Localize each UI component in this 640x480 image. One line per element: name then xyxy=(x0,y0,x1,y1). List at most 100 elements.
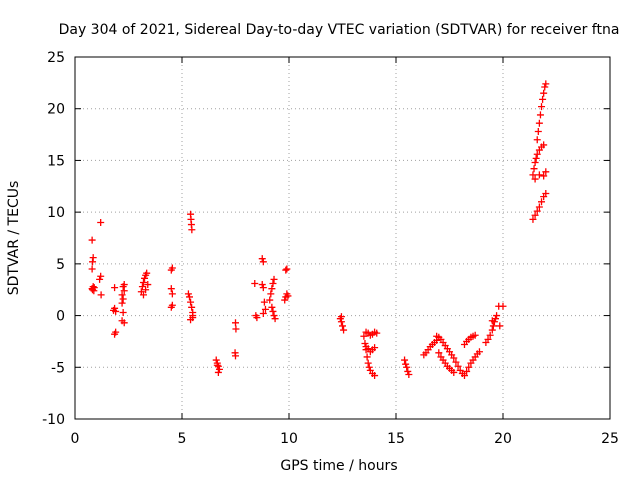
data-point xyxy=(142,286,150,294)
data-point xyxy=(139,278,147,286)
y-tick-label: 15 xyxy=(47,153,65,169)
data-point xyxy=(538,103,546,111)
data-point xyxy=(168,301,176,309)
data-point xyxy=(339,322,346,330)
y-tick-label: 25 xyxy=(47,50,65,66)
data-point xyxy=(270,275,278,283)
data-point xyxy=(531,211,539,219)
data-point xyxy=(402,360,410,368)
y-tick-label: 20 xyxy=(47,102,65,118)
data-point xyxy=(269,280,277,288)
data-point xyxy=(460,372,468,380)
data-point xyxy=(215,365,223,373)
x-tick-label: 5 xyxy=(178,431,187,447)
data-point xyxy=(540,89,548,97)
data-point xyxy=(538,198,546,206)
data-point xyxy=(499,302,507,310)
data-point xyxy=(270,312,278,320)
data-point xyxy=(542,80,550,88)
data-point xyxy=(212,356,220,364)
data-point xyxy=(189,312,197,320)
data-point xyxy=(533,207,541,215)
data-point xyxy=(452,358,460,366)
data-point xyxy=(535,171,543,179)
x-tick-labels: 0 5 10 15 20 25 xyxy=(71,431,619,447)
data-point xyxy=(364,359,372,367)
data-point xyxy=(111,304,119,312)
data-point xyxy=(373,329,381,337)
data-point xyxy=(337,313,345,321)
data-point xyxy=(360,332,368,340)
data-point xyxy=(213,361,221,369)
data-point xyxy=(188,226,196,234)
data-point xyxy=(371,344,379,352)
data-point xyxy=(118,299,126,307)
data-point xyxy=(401,356,409,364)
data-point xyxy=(259,258,267,266)
data-point xyxy=(535,119,543,127)
data-point xyxy=(450,354,458,362)
data-point xyxy=(260,298,268,306)
data-point xyxy=(143,269,151,277)
data-point xyxy=(532,154,540,162)
data-point xyxy=(271,315,279,323)
x-tick-label: 0 xyxy=(71,431,80,447)
data-point xyxy=(268,285,276,293)
y-axis-title: SDTVAR / TECUs xyxy=(6,181,22,296)
x-axis-title: GPS time / hours xyxy=(280,458,397,474)
data-point xyxy=(266,296,274,304)
chart-title: Day 304 of 2021, Sidereal Day-to-day VTE… xyxy=(59,22,620,38)
grid-lines xyxy=(75,57,610,419)
data-point xyxy=(97,218,105,226)
data-point xyxy=(111,284,119,292)
data-point xyxy=(365,363,373,371)
data-point xyxy=(488,326,496,334)
data-point xyxy=(283,265,291,273)
data-point xyxy=(214,362,222,370)
data-point xyxy=(475,348,483,356)
data-point xyxy=(184,290,192,298)
data-point xyxy=(144,281,152,289)
data-point xyxy=(88,265,96,273)
data-point xyxy=(540,141,548,149)
data-point xyxy=(542,168,550,176)
data-point xyxy=(232,319,239,327)
data-point xyxy=(281,296,289,304)
data-point xyxy=(529,215,537,223)
data-point xyxy=(259,310,267,318)
data-point xyxy=(141,274,149,282)
data-point xyxy=(89,254,97,262)
data-point xyxy=(119,295,127,303)
data-point xyxy=(282,266,290,274)
data-point xyxy=(533,136,541,144)
data-point xyxy=(435,349,443,357)
data-point xyxy=(363,353,371,361)
data-point xyxy=(97,272,105,280)
y-tick-label: 10 xyxy=(47,205,65,221)
data-point xyxy=(267,290,275,298)
data-point xyxy=(371,372,379,380)
data-point xyxy=(97,291,105,299)
data-point xyxy=(529,171,537,179)
x-tick-label: 20 xyxy=(494,431,512,447)
data-point xyxy=(214,368,222,376)
data-points xyxy=(88,80,550,380)
data-point xyxy=(542,190,550,198)
data-point xyxy=(493,312,501,320)
data-point xyxy=(187,298,195,306)
data-point xyxy=(530,165,538,173)
data-point xyxy=(139,291,147,299)
data-point xyxy=(259,284,267,292)
data-point xyxy=(167,285,175,293)
data-point xyxy=(540,172,548,180)
data-point xyxy=(232,352,239,360)
data-point xyxy=(488,317,496,325)
data-point xyxy=(118,291,126,299)
y-tick-label: -5 xyxy=(51,360,65,376)
y-tick-label: -10 xyxy=(42,412,65,428)
y-tick-label: 0 xyxy=(56,309,65,325)
data-point xyxy=(185,293,193,301)
data-point xyxy=(251,280,259,288)
data-point xyxy=(258,255,266,263)
